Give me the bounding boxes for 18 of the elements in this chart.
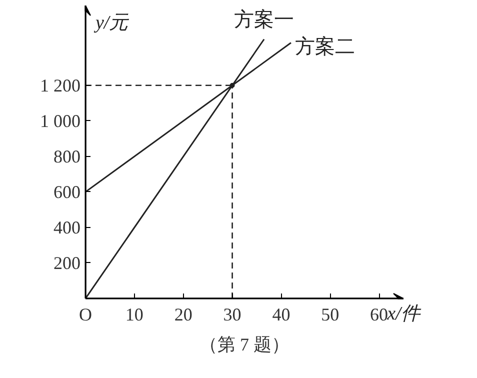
y-tick-label: 1 200	[40, 75, 80, 96]
x-tick-label: 40	[272, 304, 290, 324]
y-tick-label: 200	[54, 252, 80, 273]
series-label: 方案一	[234, 8, 294, 32]
x-tick-label: 60	[370, 304, 388, 324]
text: （第 7 题）	[200, 334, 290, 354]
x-axis-title: x/件	[386, 304, 422, 324]
x-tick-label: 10	[125, 304, 144, 324]
y-tick-label: 600	[54, 182, 80, 202]
series-label: 方案二	[294, 34, 355, 58]
x-tick-label: 50	[321, 304, 340, 324]
y-axis-title: y/元	[94, 12, 130, 34]
y-tick-label: 1 000	[40, 110, 80, 131]
x-tick-label: 20	[174, 304, 192, 324]
x-tick-label: O	[79, 304, 92, 324]
y-tick-label: 800	[54, 146, 80, 166]
y-tick-label: 400	[54, 217, 80, 238]
x-tick-label: 30	[223, 304, 242, 324]
